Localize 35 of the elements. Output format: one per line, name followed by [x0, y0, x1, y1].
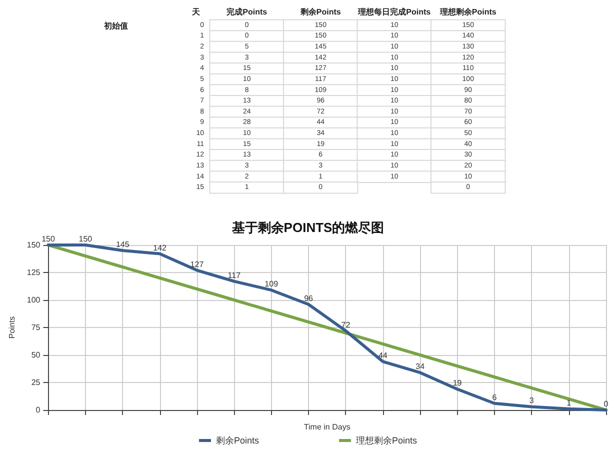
y-tick-label: 75 [31, 323, 41, 332]
y-tick-label: 125 [26, 268, 41, 277]
y-tick-label: 50 [31, 350, 41, 360]
x-tick-label: 理想剩余Points [438, 8, 497, 16]
data-label: 72 [341, 320, 351, 330]
data-label: 127 [190, 260, 204, 269]
data-label: 150 [78, 234, 93, 244]
data-label: 1 [566, 398, 572, 408]
data-label: 145 [116, 240, 130, 249]
data-label: 19 [452, 378, 462, 388]
y-tick-label: 150 [26, 240, 41, 250]
line-series [46, 244, 608, 412]
data-label: 3 [529, 396, 534, 406]
data-label: 96 [304, 294, 314, 303]
x-tick-label: 完成Points [226, 6, 268, 16]
y-tick-label: 25 [31, 378, 41, 387]
legend-label: 剩余Points [216, 436, 260, 446]
data-label: 6 [492, 392, 498, 402]
x-axis-title: Time in Days [304, 422, 350, 432]
chart-title: 基于剩余POINTS的燃尽图 [230, 220, 384, 235]
x-tick-label: 剩余Points [299, 8, 342, 16]
data-label: 44 [378, 351, 388, 360]
data-label: 150 [42, 234, 56, 244]
y-tick-label: 100 [26, 296, 41, 304]
data-label: 109 [264, 280, 279, 289]
data-label: 142 [153, 243, 168, 252]
y-axis-title: 天 [191, 8, 201, 16]
y-axis-title: Points [8, 316, 16, 339]
legend-label: 理想剩余Points [356, 436, 418, 446]
data-label: 0 [604, 400, 609, 408]
text: 初始值 [103, 20, 128, 30]
x-tick-label: 理想每日完成Points [357, 6, 432, 16]
data-label: 117 [228, 270, 242, 280]
data-label: 34 [416, 362, 426, 372]
y-tick-label: 0 [36, 406, 41, 414]
